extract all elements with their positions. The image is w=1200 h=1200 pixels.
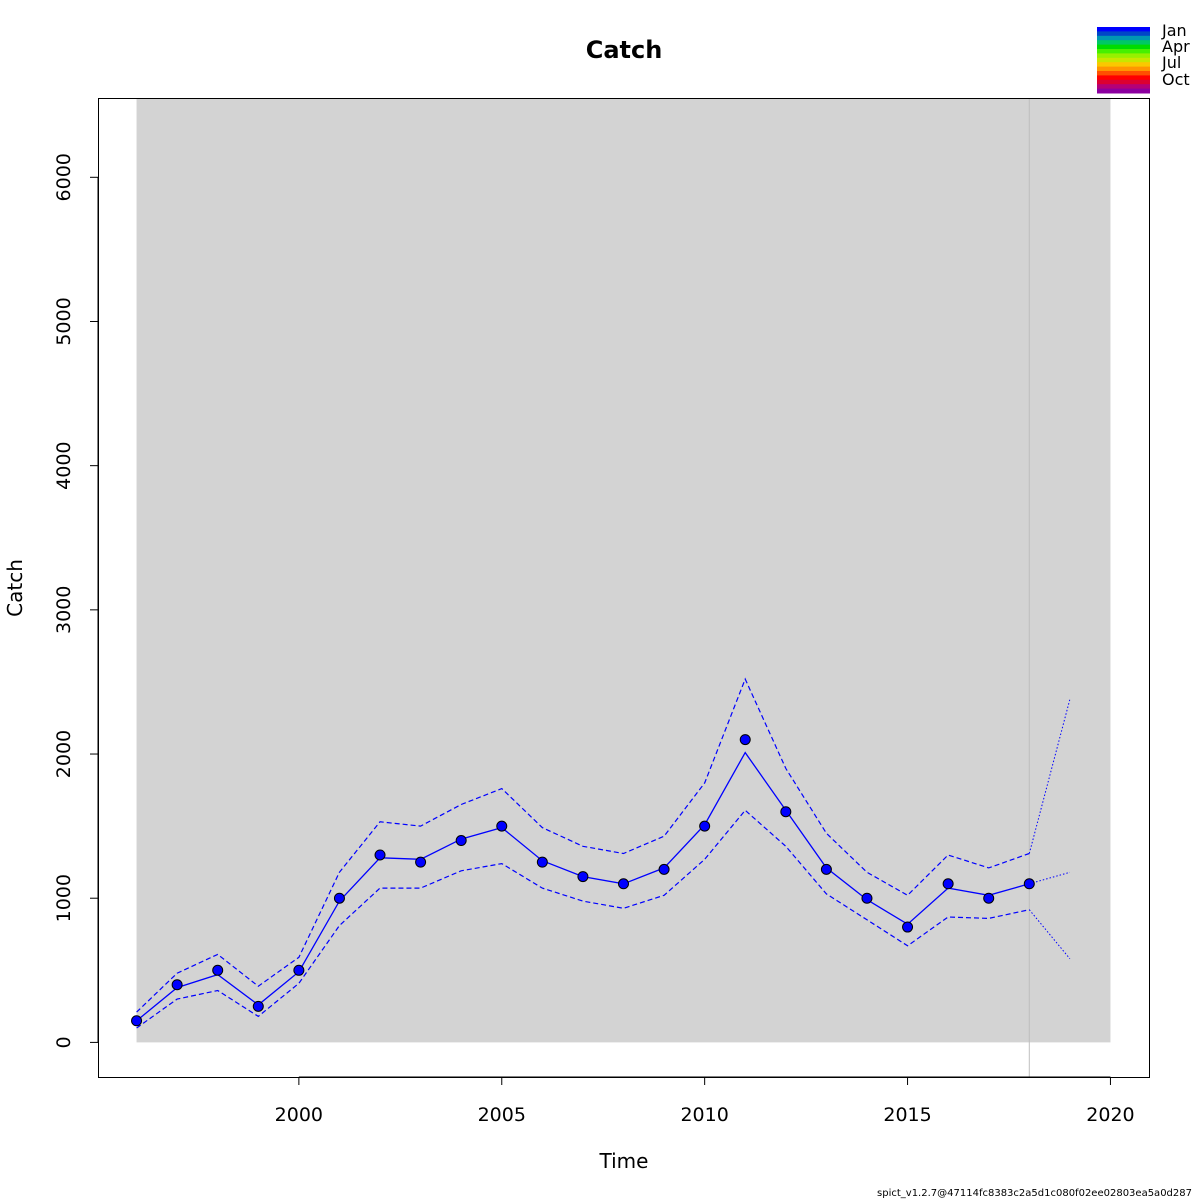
y-tick-label: 4000 — [53, 441, 75, 489]
observed-point — [496, 820, 508, 832]
observed-point — [658, 863, 670, 875]
observed-point — [861, 892, 873, 904]
x-axis-label: Time — [599, 1149, 649, 1173]
y-tick-label: 2000 — [53, 730, 75, 778]
legend-label-apr: Apr — [1162, 37, 1190, 56]
legend-color-band — [1097, 44, 1150, 50]
x-tick-label: 2020 — [1086, 1104, 1134, 1126]
observed-point — [780, 806, 792, 818]
plot-area — [131, 98, 1111, 1077]
observed-point — [374, 849, 386, 861]
x-tick-label: 2000 — [275, 1104, 323, 1126]
observed-point — [902, 921, 914, 933]
y-tick-label: 3000 — [53, 586, 75, 634]
observed-point — [1023, 878, 1035, 890]
legend-color-band — [1097, 84, 1150, 90]
legend-color-band — [1097, 57, 1150, 63]
observed-point — [942, 878, 954, 890]
legend-color-band — [1097, 88, 1150, 94]
y-tick-label: 5000 — [53, 297, 75, 345]
y-tick-label: 0 — [53, 1036, 75, 1048]
observed-point — [699, 820, 711, 832]
observed-point — [618, 878, 629, 890]
y-tick-label: 1000 — [53, 874, 75, 922]
legend-label-jan: Jan — [1161, 21, 1187, 40]
x-axis: 2000 2005 2010 2015 2020 — [275, 1076, 1135, 1126]
observed-point — [820, 863, 832, 875]
observed-point — [212, 964, 224, 976]
y-axis: 0 1000 2000 3000 4000 5000 6000 — [53, 153, 99, 1048]
shaded-region — [136, 98, 1111, 1043]
x-tick-label: 2010 — [680, 1104, 728, 1126]
legend-color-band — [1097, 71, 1150, 76]
x-tick-label: 2005 — [478, 1104, 526, 1126]
legend-color-band — [1097, 75, 1150, 81]
observed-point — [415, 856, 427, 868]
legend-color-band — [1097, 66, 1150, 72]
legend-color-band — [1097, 40, 1150, 46]
legend-color-band — [1097, 31, 1150, 37]
series-lower-ci-line — [136, 809, 1030, 1029]
legend-color-band — [1097, 27, 1150, 32]
series-forecast-estimate-line — [1029, 871, 1071, 885]
observed-point — [333, 892, 345, 904]
observed-point — [983, 892, 995, 904]
x-tick-label: 2015 — [883, 1104, 931, 1126]
observed-point — [131, 1015, 143, 1027]
legend-color-band — [1097, 79, 1150, 85]
series-upper-ci-line — [136, 677, 1030, 1013]
legend-color-band — [1097, 62, 1150, 68]
legend-color-band — [1097, 35, 1150, 41]
series-forecast-lower-line — [1028, 909, 1071, 960]
observed-point — [455, 835, 467, 847]
chart-title: Catch — [586, 36, 663, 64]
legend-label-jul: Jul — [1161, 53, 1181, 72]
observed-point — [536, 856, 548, 868]
legend-color-band — [1097, 49, 1150, 54]
legend-color-band — [1097, 53, 1150, 59]
y-axis-label: Catch — [3, 559, 27, 617]
legend-label-oct: Oct — [1162, 70, 1190, 89]
observed-point — [252, 1000, 264, 1012]
observed-point — [577, 871, 589, 883]
observed-point — [739, 734, 751, 746]
version-footer: spict_v1.2.7@47114fc8383c2a5d1c080f02ee0… — [877, 1188, 1192, 1199]
y-tick-label: 6000 — [53, 153, 75, 201]
observed-point — [171, 979, 183, 991]
observed-point — [293, 964, 305, 976]
